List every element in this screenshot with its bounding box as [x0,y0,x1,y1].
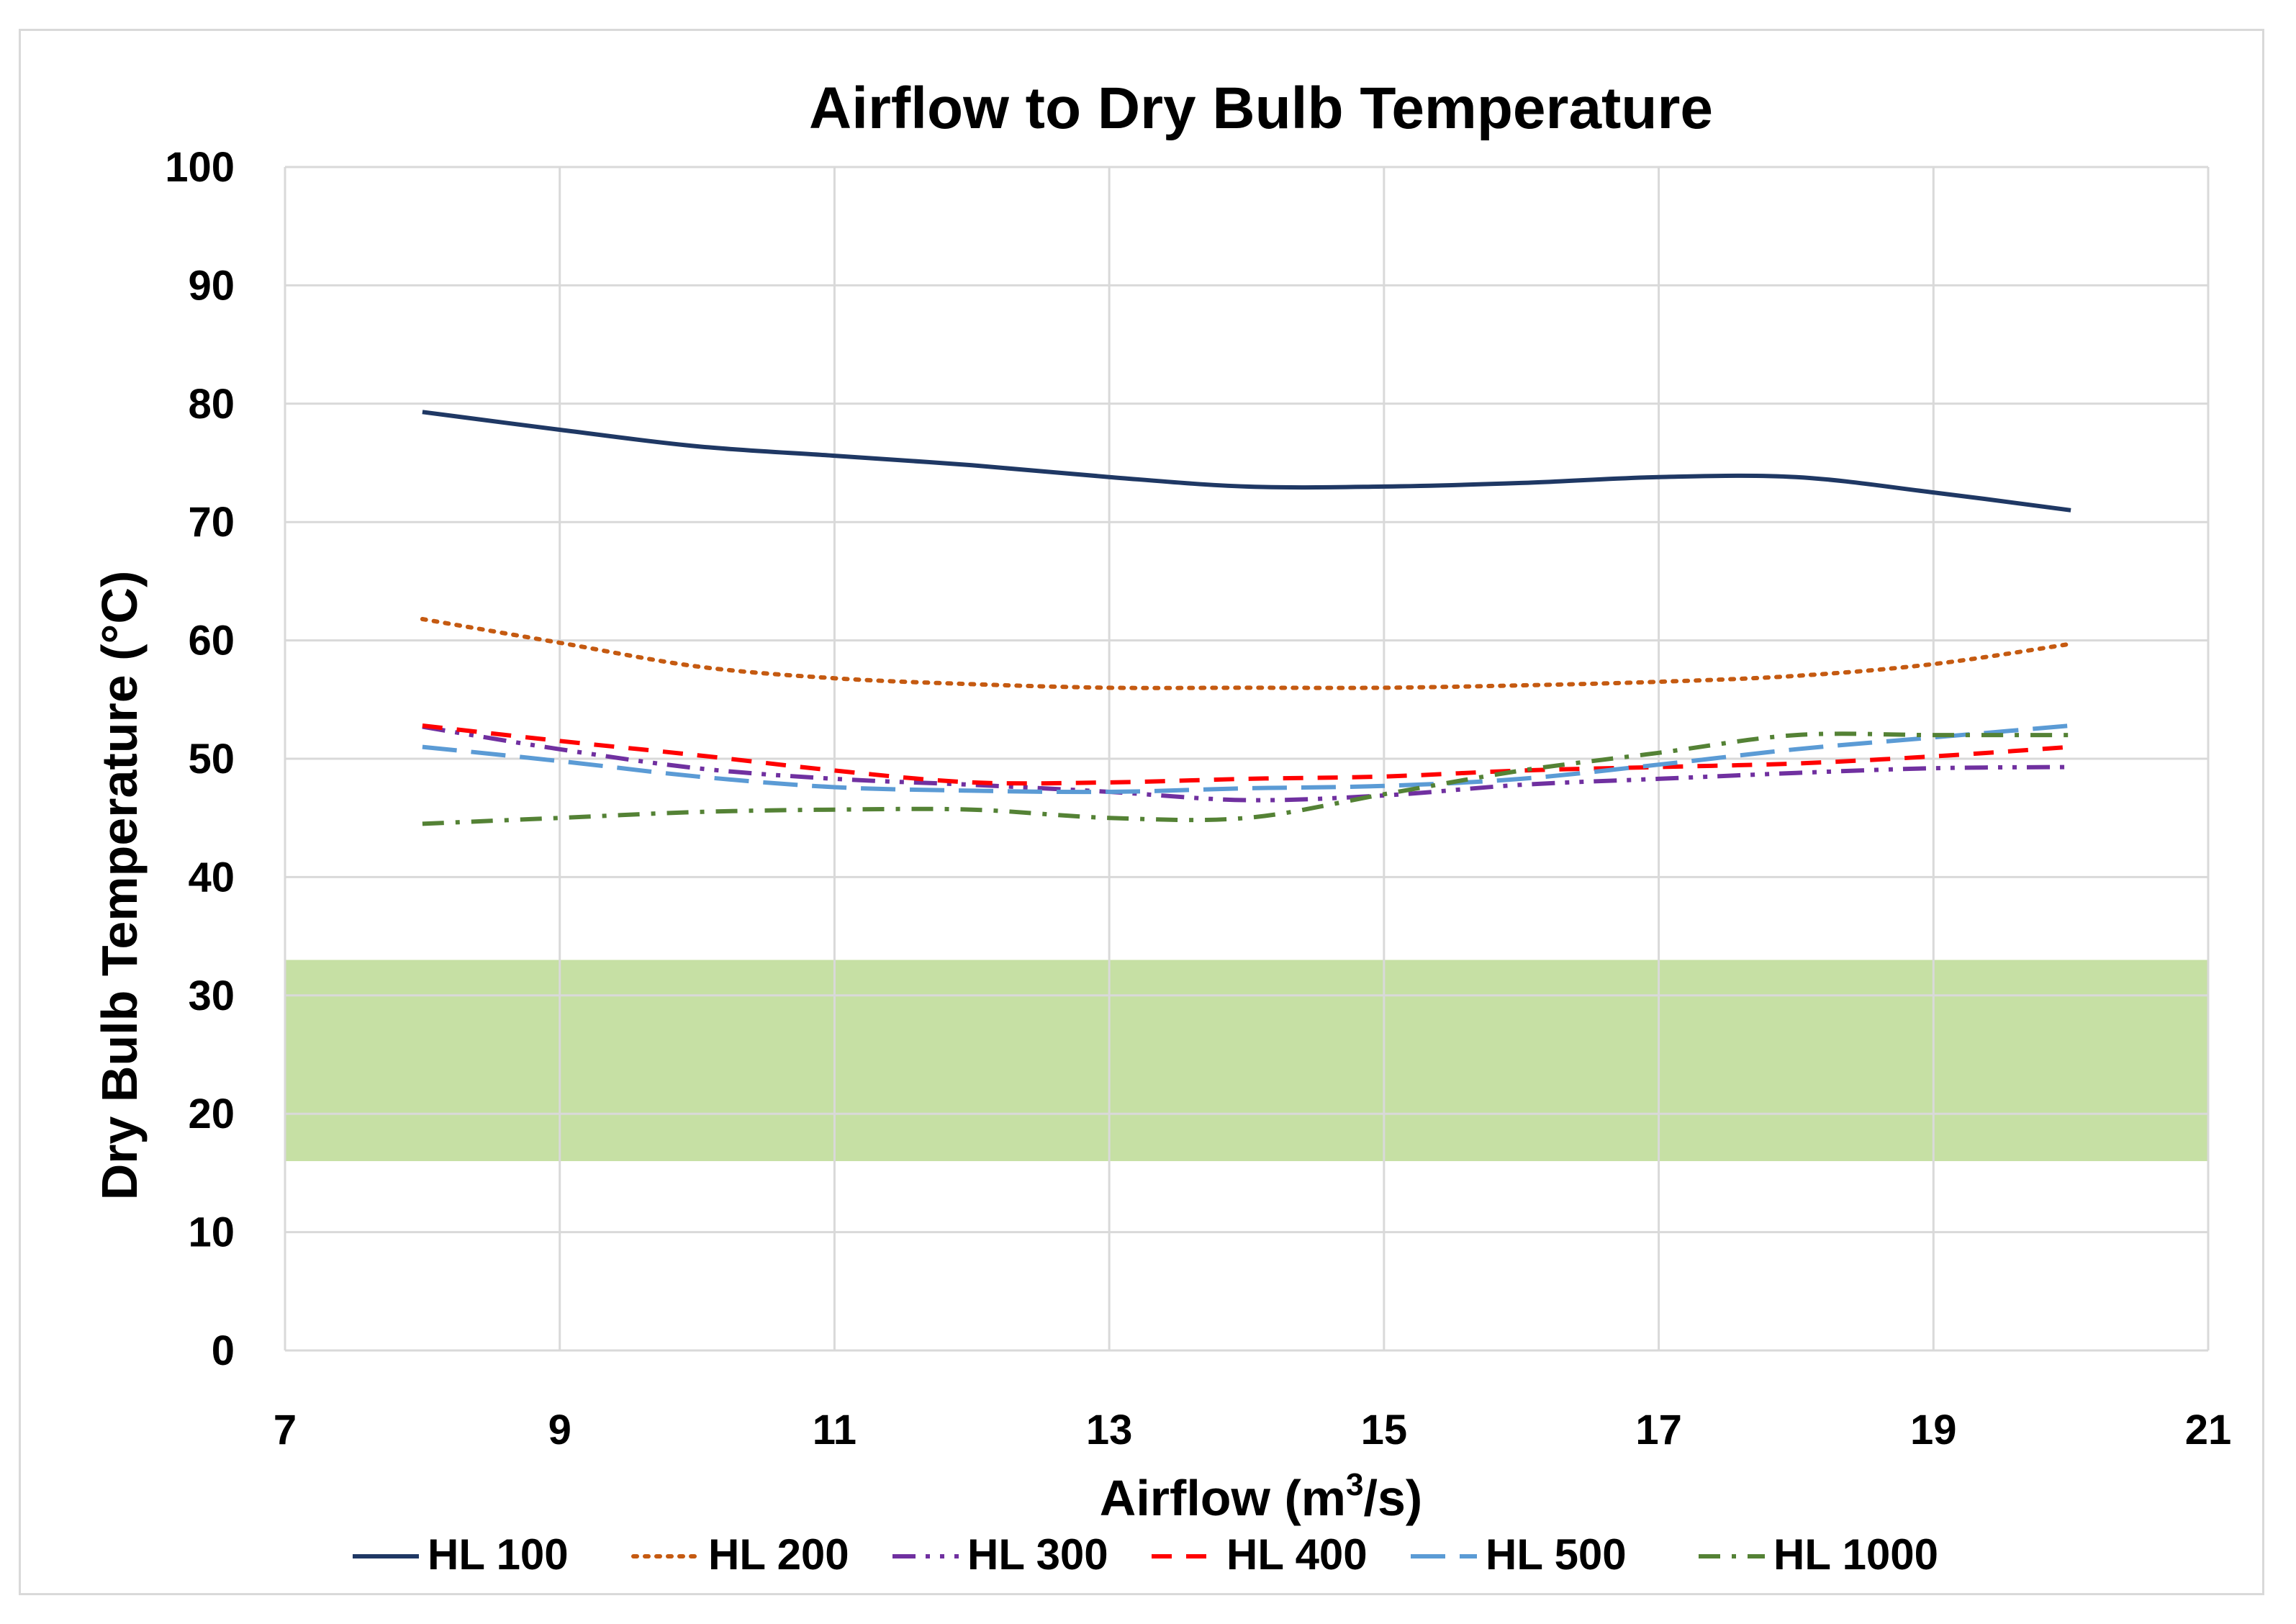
chart-title: Airflow to Dry Bulb Temperature [809,76,1713,141]
x-tick-label: 19 [1910,1407,1957,1453]
series-line-hl-100 [422,410,2071,513]
legend-label-hl-300: HL 300 [967,1530,1108,1579]
legend-label-hl-200: HL 200 [708,1530,849,1579]
x-axis-label: Airflow (m3/s) [1100,1467,1422,1526]
legend-label-hl-500: HL 500 [1486,1530,1627,1579]
x-tick-label: 9 [548,1407,571,1453]
x-tick-label: 21 [2185,1407,2232,1453]
y-tick-label: 80 [188,381,235,428]
y-tick-label: 90 [188,262,235,309]
x-tick-label: 15 [1361,1407,1408,1453]
y-tick-label: 20 [188,1091,235,1137]
series-line-hl-300 [422,724,2071,803]
y-tick-label: 40 [188,854,235,901]
x-tick-label: 7 [274,1407,297,1453]
series-line-hl-500 [422,723,2071,795]
x-tick-label: 11 [813,1407,857,1453]
y-axis-label: Dry Bulb Temperature (°C) [91,571,148,1201]
y-tick-label: 10 [188,1209,235,1256]
y-tick-label: 100 [165,144,235,191]
legend-label-hl-400: HL 400 [1226,1530,1368,1579]
y-tick-label: 0 [212,1327,235,1374]
series-line-hl-200 [420,617,2074,690]
chart-frame [19,29,2264,1595]
comfort-zone-band [285,960,2208,1161]
y-tick-label: 60 [188,618,235,664]
legend-label-hl-1000: HL 1000 [1773,1530,1938,1579]
y-tick-label: 70 [188,499,235,546]
x-tick-label: 17 [1635,1407,1682,1453]
y-tick-label: 50 [188,736,235,782]
y-tick-label: 30 [188,973,235,1019]
x-tick-label: 13 [1086,1407,1133,1453]
legend-label-hl-100: HL 100 [428,1530,569,1579]
series-line-hl-1000 [422,731,2071,826]
